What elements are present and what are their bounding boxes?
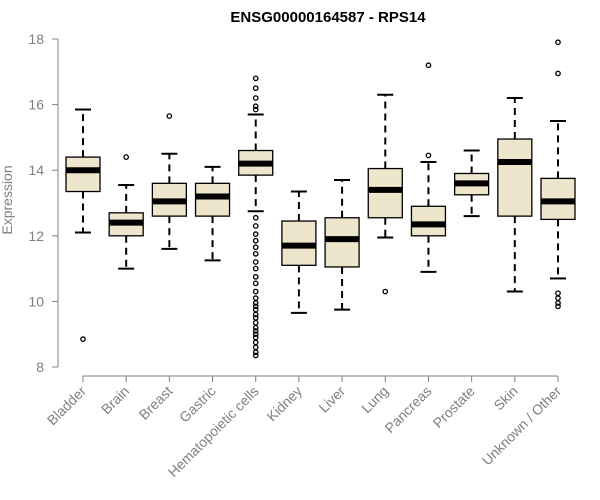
x-tick-label: Gastric [176, 383, 219, 426]
box-5 [238, 75, 274, 359]
y-tick-label: 14 [28, 162, 44, 178]
outlier-point [555, 295, 561, 301]
iqr-box [324, 217, 360, 268]
outlier-point [252, 352, 259, 359]
outlier-point [252, 265, 259, 272]
outlier-point [252, 328, 259, 334]
outlier-point [252, 344, 259, 351]
x-tick-label: Prostate [430, 383, 478, 431]
outlier-point [80, 336, 86, 342]
box-9 [410, 62, 447, 273]
outlier-point [252, 259, 259, 265]
outlier-point [252, 324, 259, 331]
box-2 [108, 154, 144, 270]
y-tick-label: 10 [28, 293, 44, 309]
outlier-point [252, 349, 259, 356]
x-tick-label: Lung [358, 383, 391, 416]
iqr-box [194, 182, 231, 217]
outlier-point [252, 103, 259, 110]
boxes-group [65, 39, 576, 359]
outlier-point [555, 303, 561, 310]
outlier-point [252, 331, 259, 338]
outlier-point [252, 273, 259, 280]
outlier-point [252, 231, 259, 238]
outlier-point [252, 280, 259, 287]
iqr-box [367, 167, 403, 219]
x-tick-label: Brain [98, 383, 132, 417]
outlier-point [252, 339, 259, 346]
outlier-point [252, 85, 259, 92]
outlier-point [252, 214, 259, 221]
box-7 [324, 179, 360, 311]
outlier-point [252, 311, 259, 318]
x-tick-label: Pancreas [381, 383, 434, 436]
outlier-point [252, 223, 259, 229]
x-tick-label: Bladder [44, 383, 90, 429]
y-tick-label: 12 [28, 228, 44, 244]
y-tick-label: 16 [28, 97, 44, 113]
iqr-box [497, 138, 533, 217]
outlier-point [252, 75, 259, 82]
outlier-point [252, 300, 259, 306]
outlier-point [425, 62, 432, 69]
outlier-point [555, 290, 561, 297]
outlier-point [252, 288, 259, 295]
x-tick-label: Skin [490, 383, 521, 414]
outlier-point [252, 319, 259, 326]
outlier-point [252, 250, 259, 257]
outlier-point [252, 295, 259, 301]
outlier-point [166, 113, 173, 119]
x-tick-label: Unknown / Other [479, 383, 565, 469]
outlier-point [252, 106, 259, 113]
y-tick-label: 8 [36, 359, 44, 375]
x-tick-label: Liver [315, 383, 348, 416]
outlier-point [382, 288, 389, 295]
box-6 [281, 190, 317, 314]
outlier-point [123, 154, 130, 160]
box-4 [194, 165, 231, 262]
outlier-point [555, 300, 561, 306]
box-1 [65, 108, 101, 342]
outlier-point [252, 95, 259, 101]
outlier-point [252, 303, 259, 310]
box-8 [367, 93, 403, 295]
box-12 [540, 39, 576, 310]
x-tick-label: Kidney [263, 383, 305, 425]
y-axis-label: Expression [0, 165, 15, 234]
outlier-point [425, 152, 432, 159]
outlier-point [555, 39, 561, 46]
box-10 [453, 149, 490, 218]
chart-title: ENSG00000164587 - RPS14 [230, 9, 426, 26]
box-3 [151, 113, 188, 250]
x-tick-label: Breast [136, 383, 176, 423]
outlier-point [252, 237, 259, 244]
iqr-box [410, 205, 447, 237]
outlier-point [555, 70, 561, 77]
outlier-point [252, 244, 259, 251]
iqr-box [65, 156, 101, 193]
y-tick-label: 18 [28, 31, 44, 47]
y-axis: 8 10 12 14 16 18 [28, 31, 59, 375]
box-11 [497, 97, 533, 293]
